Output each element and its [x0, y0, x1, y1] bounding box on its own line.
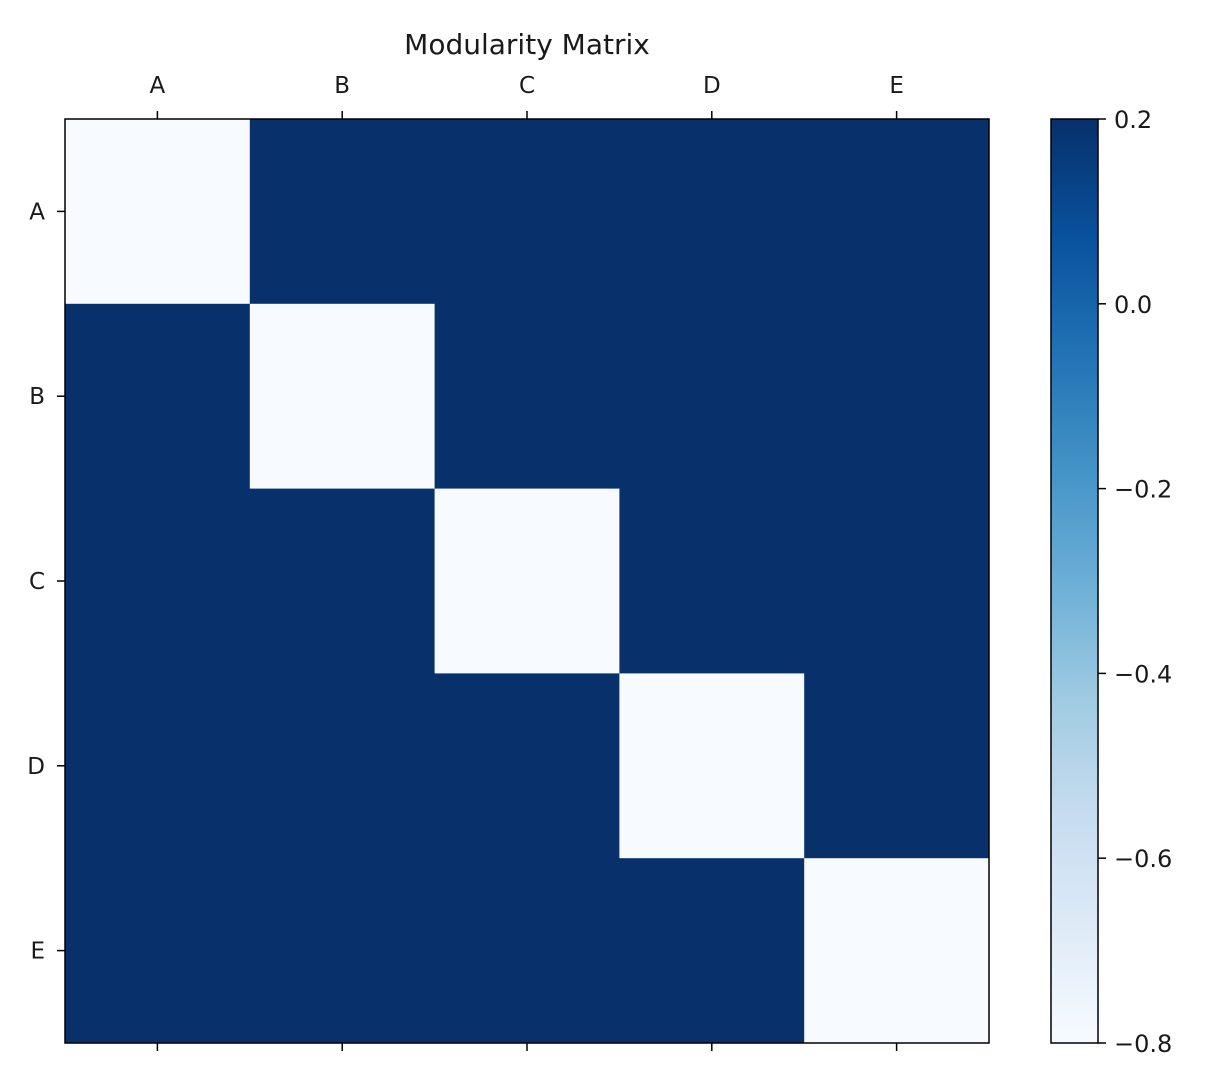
heatmap-cell-E-E — [804, 858, 990, 1044]
y-tick-label-A: A — [29, 199, 45, 225]
x-tick-label-A: A — [150, 73, 166, 99]
colorbar-tick-label: −0.2 — [1114, 476, 1172, 504]
heatmap-cell-D-A — [65, 673, 251, 859]
x-tick-label-D: D — [703, 73, 721, 99]
heatmap-cell-A-C — [434, 119, 620, 305]
chart-title: Modularity Matrix — [404, 28, 650, 61]
y-axis: A B C D E — [27, 199, 65, 965]
x-tick-label-C: C — [519, 73, 535, 99]
heatmap-cell-B-A — [65, 303, 251, 490]
y-tick-label-B: B — [29, 384, 45, 410]
colorbar-tick-label: 0.0 — [1114, 291, 1152, 319]
colorbar-tick-label: −0.8 — [1114, 1030, 1172, 1058]
heatmap-cell-A-B — [249, 119, 436, 305]
heatmap-cell-B-B — [249, 303, 436, 490]
colorbar-tick-label: −0.6 — [1114, 845, 1172, 873]
y-tick-label-D: D — [27, 754, 45, 780]
colorbar-tick-label: 0.2 — [1114, 106, 1152, 134]
colorbar-frame — [1050, 118, 1099, 1044]
heatmap-cell-D-D — [619, 673, 805, 859]
heatmap-cell-E-A — [65, 858, 251, 1044]
colorbar-gradient — [1051, 119, 1098, 1043]
colorbar-tick-label: −0.4 — [1114, 660, 1172, 688]
heatmap-cell-D-B — [249, 673, 436, 859]
heatmap-cell-C-B — [249, 488, 436, 674]
heatmap-cell-B-D — [619, 303, 805, 490]
y-tick-label-E: E — [30, 939, 45, 965]
heatmap-cell-E-C — [434, 858, 620, 1044]
heatmap-cell-A-D — [619, 119, 805, 305]
x-tick-label-E: E — [889, 73, 904, 99]
heatmap-cell-D-E — [804, 673, 990, 859]
heatmap-cell-C-E — [804, 488, 990, 674]
heatmap-cell-A-E — [804, 119, 990, 305]
heatmap-cell-C-A — [65, 488, 251, 674]
colorbar-ticks: 0.2 0.0 −0.2 −0.4 −0.6 −0.8 — [1098, 106, 1172, 1058]
heatmap-cell-D-C — [434, 673, 620, 859]
heatmap-cell-C-D — [619, 488, 805, 674]
x-tick-label-B: B — [334, 73, 350, 99]
heatmap-cell-E-B — [249, 858, 436, 1044]
heatmap-cell-E-D — [619, 858, 805, 1044]
x-axis: A B C D E — [150, 73, 904, 1051]
y-tick-label-C: C — [29, 569, 45, 595]
heatmap-cell-A-A — [65, 119, 251, 305]
heatmap-cell-C-C — [434, 488, 620, 674]
heatmap-cell-B-E — [804, 303, 990, 490]
colorbar: 0.2 0.0 −0.2 −0.4 −0.6 −0.8 — [1050, 106, 1172, 1058]
heatmap-cell-B-C — [434, 303, 620, 490]
heatmap-cells — [65, 119, 990, 1044]
